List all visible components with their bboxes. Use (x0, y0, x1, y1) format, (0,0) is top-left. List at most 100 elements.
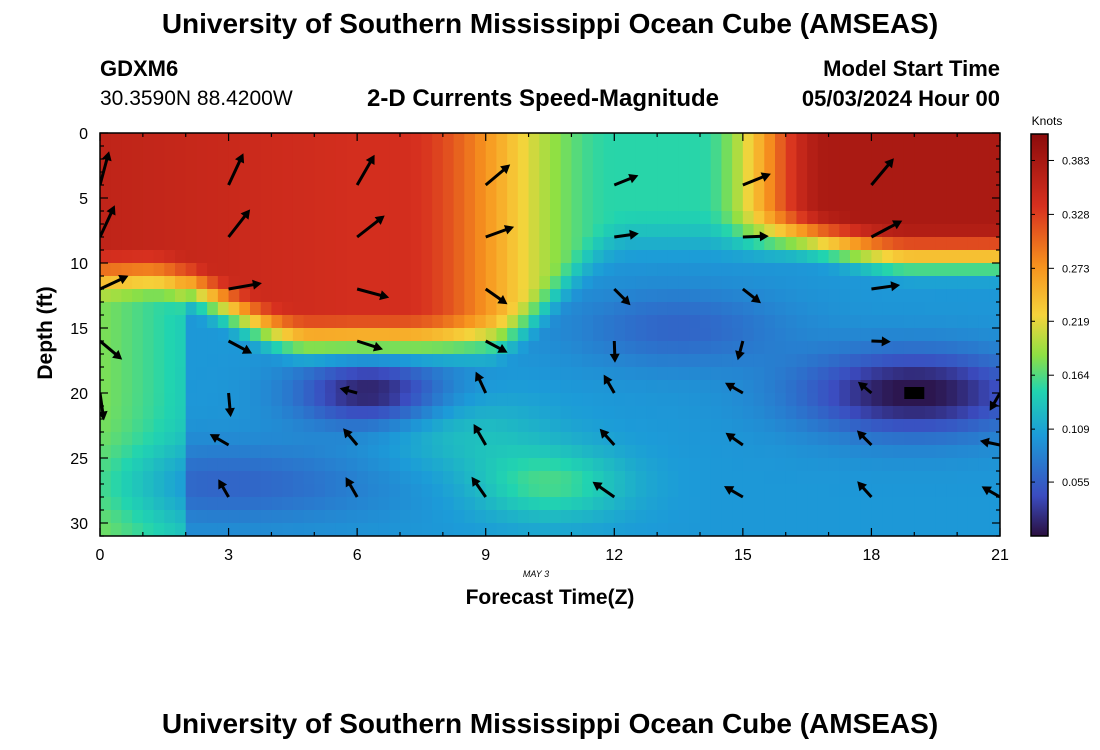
heatmap-cell (967, 523, 980, 536)
heatmap-cell (475, 458, 487, 472)
heatmap-cell (464, 393, 476, 407)
heatmap-cell (464, 497, 476, 511)
heatmap-cell (346, 380, 358, 394)
heatmap-cell (978, 185, 990, 199)
heatmap-cell (485, 354, 498, 368)
heatmap-cell (700, 523, 712, 536)
heatmap-cell (646, 328, 658, 342)
heatmap-cell (732, 276, 744, 290)
heatmap-cell (314, 328, 326, 342)
heatmap-cell (785, 497, 798, 511)
heatmap-cell (260, 445, 273, 459)
heatmap-cell (282, 471, 294, 485)
heatmap-cell (282, 237, 294, 251)
heatmap-cell (410, 419, 423, 433)
heatmap-cell (292, 445, 305, 459)
heatmap-cell (378, 471, 390, 485)
heatmap-cell (925, 250, 937, 264)
heatmap-cell (292, 354, 305, 368)
heatmap-cell (689, 406, 701, 420)
heatmap-cell (432, 211, 444, 225)
heatmap-cell (432, 510, 444, 524)
heatmap-cell (571, 250, 583, 264)
heatmap-cell (389, 250, 401, 264)
heatmap-cell (946, 432, 958, 446)
heatmap-cell (121, 185, 133, 199)
heatmap-cell (260, 250, 273, 264)
heatmap-cell (400, 328, 412, 342)
heatmap-cell (935, 458, 948, 472)
heatmap-cell (292, 224, 305, 238)
heatmap-cell (239, 289, 251, 303)
heatmap-cell (175, 523, 187, 536)
heatmap-cell (121, 497, 133, 511)
heatmap-cell (539, 523, 551, 536)
heatmap-cell (453, 185, 465, 199)
heatmap-cell (239, 380, 251, 394)
heatmap-cell (892, 185, 905, 199)
heatmap-cell (217, 224, 230, 238)
heatmap-cell (742, 328, 755, 342)
heatmap-cell (325, 289, 337, 303)
heatmap-cell (485, 484, 498, 498)
heatmap-cell (485, 185, 498, 199)
current-vector (724, 486, 744, 499)
heatmap-cell (539, 406, 551, 420)
heatmap-cell (700, 276, 712, 290)
heatmap-cell (475, 263, 487, 277)
heatmap-cell (239, 198, 251, 212)
heatmap-cell (592, 406, 605, 420)
heatmap-cell (925, 276, 937, 290)
heatmap-cell (175, 198, 187, 212)
heatmap-cell (389, 393, 401, 407)
heatmap-cell (335, 146, 348, 160)
heatmap-cell (903, 367, 915, 381)
heatmap-cell (614, 211, 626, 225)
heatmap-cell (357, 445, 369, 459)
heatmap-cell (153, 133, 165, 147)
heatmap-cell (400, 380, 412, 394)
heatmap-cell (250, 471, 262, 485)
heatmap-cell (775, 146, 787, 160)
heatmap-cell (839, 328, 851, 342)
heatmap-cell (592, 471, 605, 485)
heatmap-cell (292, 276, 305, 290)
heatmap-cell (796, 341, 808, 355)
heatmap-cell (282, 302, 294, 316)
heatmap-cell (164, 354, 176, 368)
heatmap-cell (121, 250, 133, 264)
heatmap-cell (914, 497, 926, 511)
heatmap-cell (346, 458, 358, 472)
heatmap-cell (100, 133, 112, 147)
heatmap-cell (732, 354, 744, 368)
speed-heatmap (100, 133, 1000, 536)
heatmap-cell (603, 159, 615, 173)
heatmap-cell (110, 406, 123, 420)
heatmap-cell (614, 172, 626, 186)
heatmap-cell (946, 159, 958, 173)
heatmap-cell (453, 445, 465, 459)
heatmap-cell (400, 445, 412, 459)
heatmap-cell (625, 289, 637, 303)
heatmap-cell (764, 497, 776, 511)
heatmap-cell (517, 224, 530, 238)
heatmap-cell (903, 315, 915, 329)
heatmap-cell (625, 328, 637, 342)
current-vector (345, 477, 359, 498)
heatmap-cell (732, 185, 744, 199)
heatmap-cell (260, 289, 273, 303)
heatmap-cell (464, 328, 476, 342)
heatmap-cell (978, 406, 990, 420)
heatmap-cell (978, 250, 990, 264)
heatmap-cell (582, 458, 594, 472)
heatmap-cell (303, 406, 315, 420)
heatmap-cell (967, 393, 980, 407)
heatmap-cell (785, 224, 798, 238)
heatmap-cell (378, 146, 390, 160)
heatmap-cell (582, 198, 594, 212)
heatmap-cell (175, 510, 187, 524)
colorbar-tick-label: 0.164 (1062, 370, 1090, 382)
heatmap-cell (250, 237, 262, 251)
heatmap-cell (625, 484, 637, 498)
heatmap-cell (110, 198, 123, 212)
